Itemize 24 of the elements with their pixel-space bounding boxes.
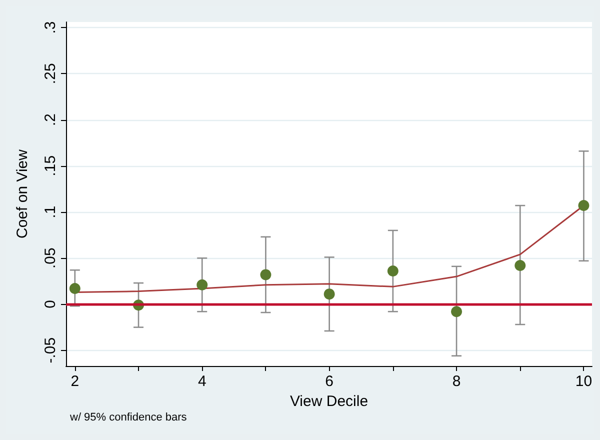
point	[578, 200, 590, 212]
y-tick-label: -.05	[42, 337, 59, 364]
y-tick-label: .15	[42, 155, 59, 176]
point	[260, 269, 272, 280]
x-tick-label: 10	[575, 373, 592, 390]
text: w/ 95% confidence bars	[69, 412, 188, 424]
x-axis-title: View Decile	[290, 392, 368, 410]
y-axis-title: Coef on View	[14, 149, 31, 238]
y-tick-label: .1	[42, 206, 59, 218]
x-tick-label: 6	[325, 373, 334, 390]
point	[69, 283, 80, 294]
y-tick-label: 0	[42, 300, 59, 308]
point	[514, 260, 526, 271]
y-tick-label: .3	[42, 21, 59, 34]
y-tick-label: .05	[42, 248, 59, 269]
point	[196, 279, 208, 290]
point	[324, 288, 335, 300]
y-tick-label: .25	[42, 63, 59, 84]
point	[387, 266, 398, 277]
x-tick-label: 8	[452, 373, 461, 390]
x-tick-label: 4	[198, 373, 206, 390]
x-tick-label: 2	[70, 373, 80, 390]
point	[451, 306, 462, 318]
y-tick-label: .2	[42, 114, 59, 126]
